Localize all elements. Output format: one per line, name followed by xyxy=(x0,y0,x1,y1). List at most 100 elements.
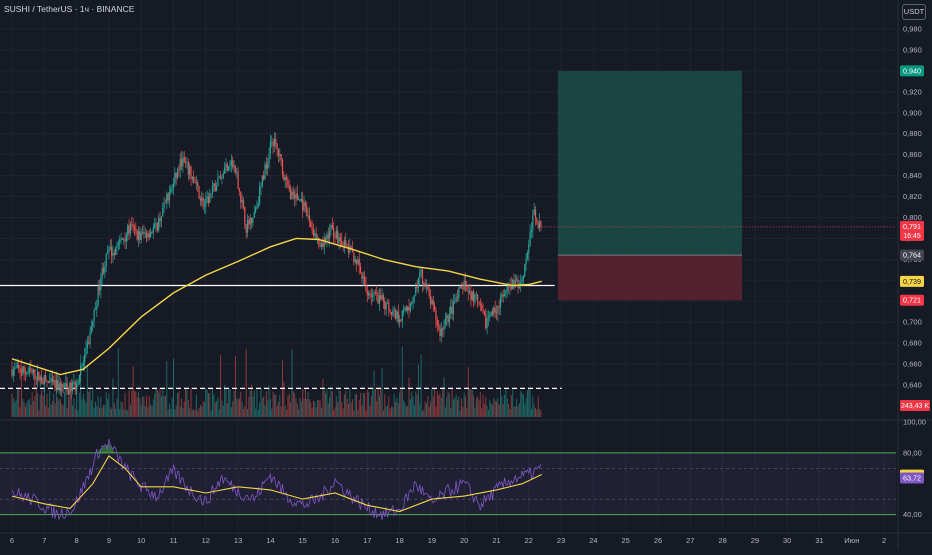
candle-body xyxy=(425,286,428,288)
candle-body xyxy=(316,237,319,240)
candle-body xyxy=(380,295,382,300)
volume-bar xyxy=(85,402,87,417)
price-tick-label: 0,960 xyxy=(903,45,922,54)
volume-bar xyxy=(88,392,90,417)
volume-bar xyxy=(230,407,232,417)
volume-bar xyxy=(465,396,467,417)
candle-body xyxy=(498,306,500,308)
candle-body xyxy=(185,162,187,164)
candle-body xyxy=(341,240,343,247)
volume-bar xyxy=(229,389,231,417)
currency-button[interactable]: USDT xyxy=(902,4,926,20)
candle-body xyxy=(423,283,425,285)
candle-body xyxy=(318,237,320,246)
price-badge-time: 16:45 xyxy=(903,233,921,240)
volume-bar xyxy=(532,396,534,417)
candle-body xyxy=(339,237,341,241)
volume-bar xyxy=(321,408,323,417)
candle-body xyxy=(405,307,407,311)
time-tick-label: 19 xyxy=(428,536,436,545)
volume-bar xyxy=(152,399,154,417)
candle-body xyxy=(209,194,211,204)
volume-bar xyxy=(487,409,489,417)
candle-body xyxy=(224,167,226,174)
volume-bar xyxy=(307,391,309,417)
volume-bar xyxy=(242,408,244,417)
candle-body xyxy=(26,373,28,374)
time-tick-label: 26 xyxy=(654,536,662,545)
candle-body xyxy=(213,183,215,186)
candle-body xyxy=(323,237,325,247)
volume-bar xyxy=(154,393,156,417)
candle-body xyxy=(145,232,148,238)
candle-body xyxy=(534,209,537,219)
volume-bar xyxy=(214,402,216,417)
candle-body xyxy=(150,231,152,238)
candle-body xyxy=(234,165,237,172)
volume-bar xyxy=(416,394,418,417)
volume-bar xyxy=(443,377,445,417)
candle-body xyxy=(230,160,232,165)
candle-body xyxy=(326,234,328,241)
volume-bar xyxy=(286,409,288,417)
volume-badge: 243,43 K xyxy=(901,403,929,410)
rsi-tick-label: 80,00 xyxy=(903,448,922,457)
time-tick-label: 2 xyxy=(882,536,886,545)
candle-body xyxy=(42,382,44,385)
candle-body xyxy=(447,315,449,323)
volume-bar xyxy=(136,397,138,417)
candle-body xyxy=(110,246,113,256)
candle-body xyxy=(259,186,261,204)
candle-body xyxy=(132,224,134,227)
candle-body xyxy=(76,384,78,390)
volume-bar xyxy=(241,401,243,417)
candle-body xyxy=(207,196,210,204)
candle-body xyxy=(320,243,323,247)
volume-bar xyxy=(23,402,25,417)
candle-body xyxy=(482,308,484,311)
volume-bar xyxy=(467,367,469,417)
candle-body xyxy=(187,161,189,175)
volume-bar xyxy=(516,398,518,417)
volume-bar xyxy=(103,404,105,417)
candle-body xyxy=(510,284,512,290)
volume-bar xyxy=(393,393,395,417)
candle-body xyxy=(300,199,302,202)
price-tick-label: 0,840 xyxy=(903,171,922,180)
volume-bar xyxy=(177,392,179,417)
candle-body xyxy=(368,293,370,296)
volume-bar xyxy=(300,401,302,417)
candle-body xyxy=(86,342,88,348)
volume-bar xyxy=(168,403,170,417)
candle-body xyxy=(70,382,72,391)
candle-body xyxy=(229,164,231,167)
volume-bar xyxy=(116,398,118,417)
volume-bar xyxy=(439,393,441,417)
candle-body xyxy=(106,252,109,254)
volume-bar xyxy=(473,395,475,417)
volume-bar xyxy=(201,406,203,417)
volume-bar xyxy=(294,393,296,417)
volume-bar xyxy=(483,403,485,417)
volume-bar xyxy=(247,409,249,417)
candle-body xyxy=(280,154,282,160)
price-badge-bg xyxy=(900,220,924,241)
volume-bar xyxy=(533,404,535,417)
volume-bar xyxy=(382,410,384,417)
candle-body xyxy=(512,279,514,290)
candle-body xyxy=(432,299,434,306)
volume-bar xyxy=(78,392,80,417)
candle-body xyxy=(354,259,356,262)
candle-body xyxy=(182,157,184,167)
candle-body xyxy=(361,272,363,279)
candle-body xyxy=(538,221,541,229)
candle-body xyxy=(386,302,389,304)
candle-body xyxy=(517,279,519,289)
candle-body xyxy=(80,367,82,376)
candle-body xyxy=(513,279,515,288)
candle-body xyxy=(151,231,153,233)
candle-body xyxy=(35,379,37,381)
candle-body xyxy=(413,295,416,297)
